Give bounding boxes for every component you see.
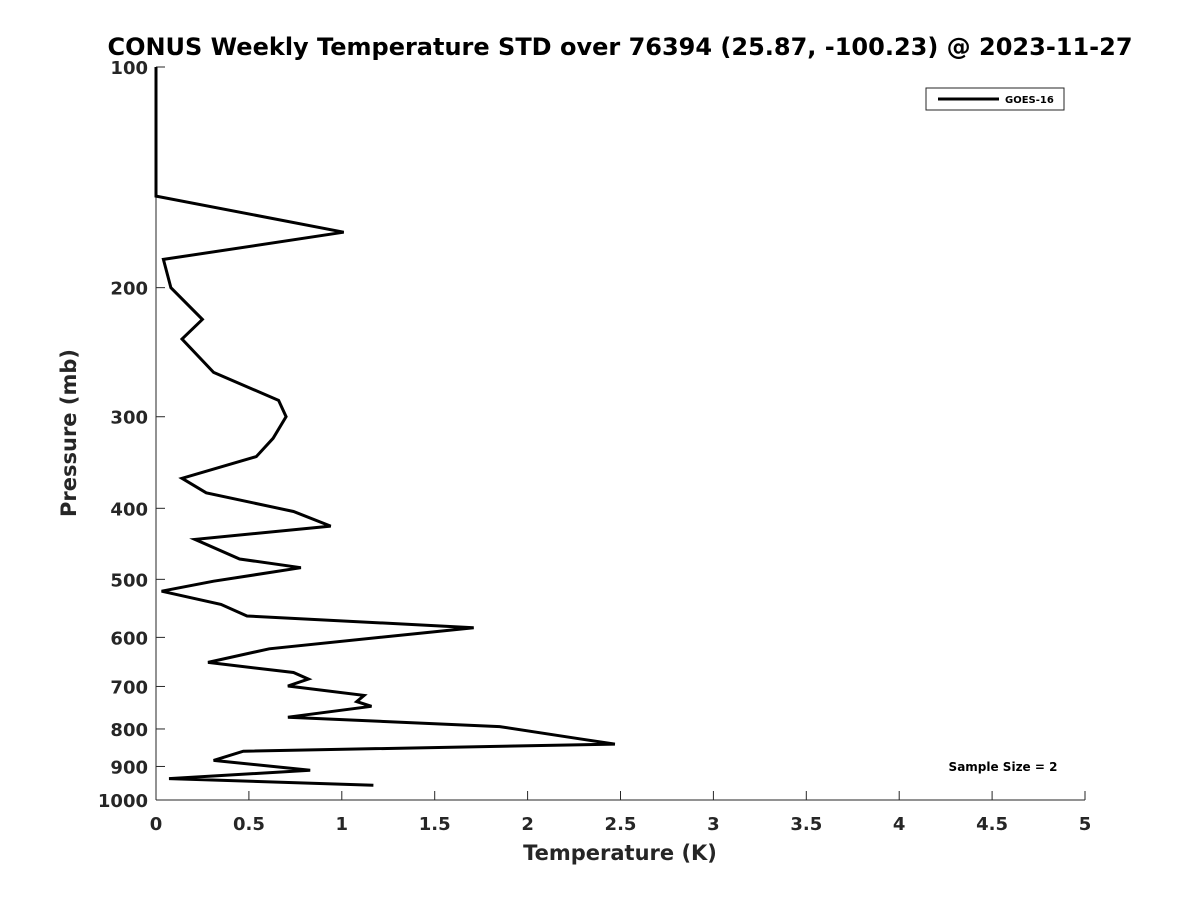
y-tick-label: 200	[110, 279, 148, 300]
y-tick-label: 900	[110, 757, 148, 778]
y-axis-label: Pressure (mb)	[57, 349, 81, 517]
chart-title: CONUS Weekly Temperature STD over 76394 …	[107, 33, 1132, 61]
y-axis-ticks: 100 200 300 400 500 600 700 800 900 1000	[98, 58, 165, 812]
legend-label-goes-16: GOES-16	[1005, 95, 1054, 106]
sample-size-annotation: Sample Size = 2	[949, 760, 1058, 774]
y-tick-label: 300	[110, 408, 148, 429]
x-tick-label: 2	[521, 814, 534, 835]
x-tick-label: 4.5	[976, 814, 1008, 835]
y-tick-label: 1000	[98, 791, 148, 812]
y-tick-label: 100	[110, 58, 148, 79]
series-line-goes-16	[154, 67, 616, 787]
legend: GOES-16	[925, 87, 1065, 111]
x-tick-label: 3	[707, 814, 720, 835]
y-tick-label: 700	[110, 677, 148, 698]
x-tick-label: 4	[893, 814, 906, 835]
y-tick-label: 600	[110, 628, 148, 649]
series-layer	[154, 67, 616, 787]
x-tick-label: 0.5	[233, 814, 265, 835]
x-axis-label: Temperature (K)	[523, 841, 717, 865]
x-tick-label: 0	[150, 814, 163, 835]
y-tick-label: 500	[110, 570, 148, 591]
x-tick-label: 1.5	[419, 814, 451, 835]
x-tick-label: 1	[336, 814, 349, 835]
y-tick-label: 400	[110, 499, 148, 520]
x-tick-label: 2.5	[605, 814, 637, 835]
x-tick-label: 5	[1079, 814, 1092, 835]
y-tick-label: 800	[110, 720, 148, 741]
x-tick-label: 3.5	[790, 814, 822, 835]
x-axis-ticks: 0 0.5 1 1.5 2 2.5 3 3.5 4 4.5 5	[150, 791, 1092, 835]
